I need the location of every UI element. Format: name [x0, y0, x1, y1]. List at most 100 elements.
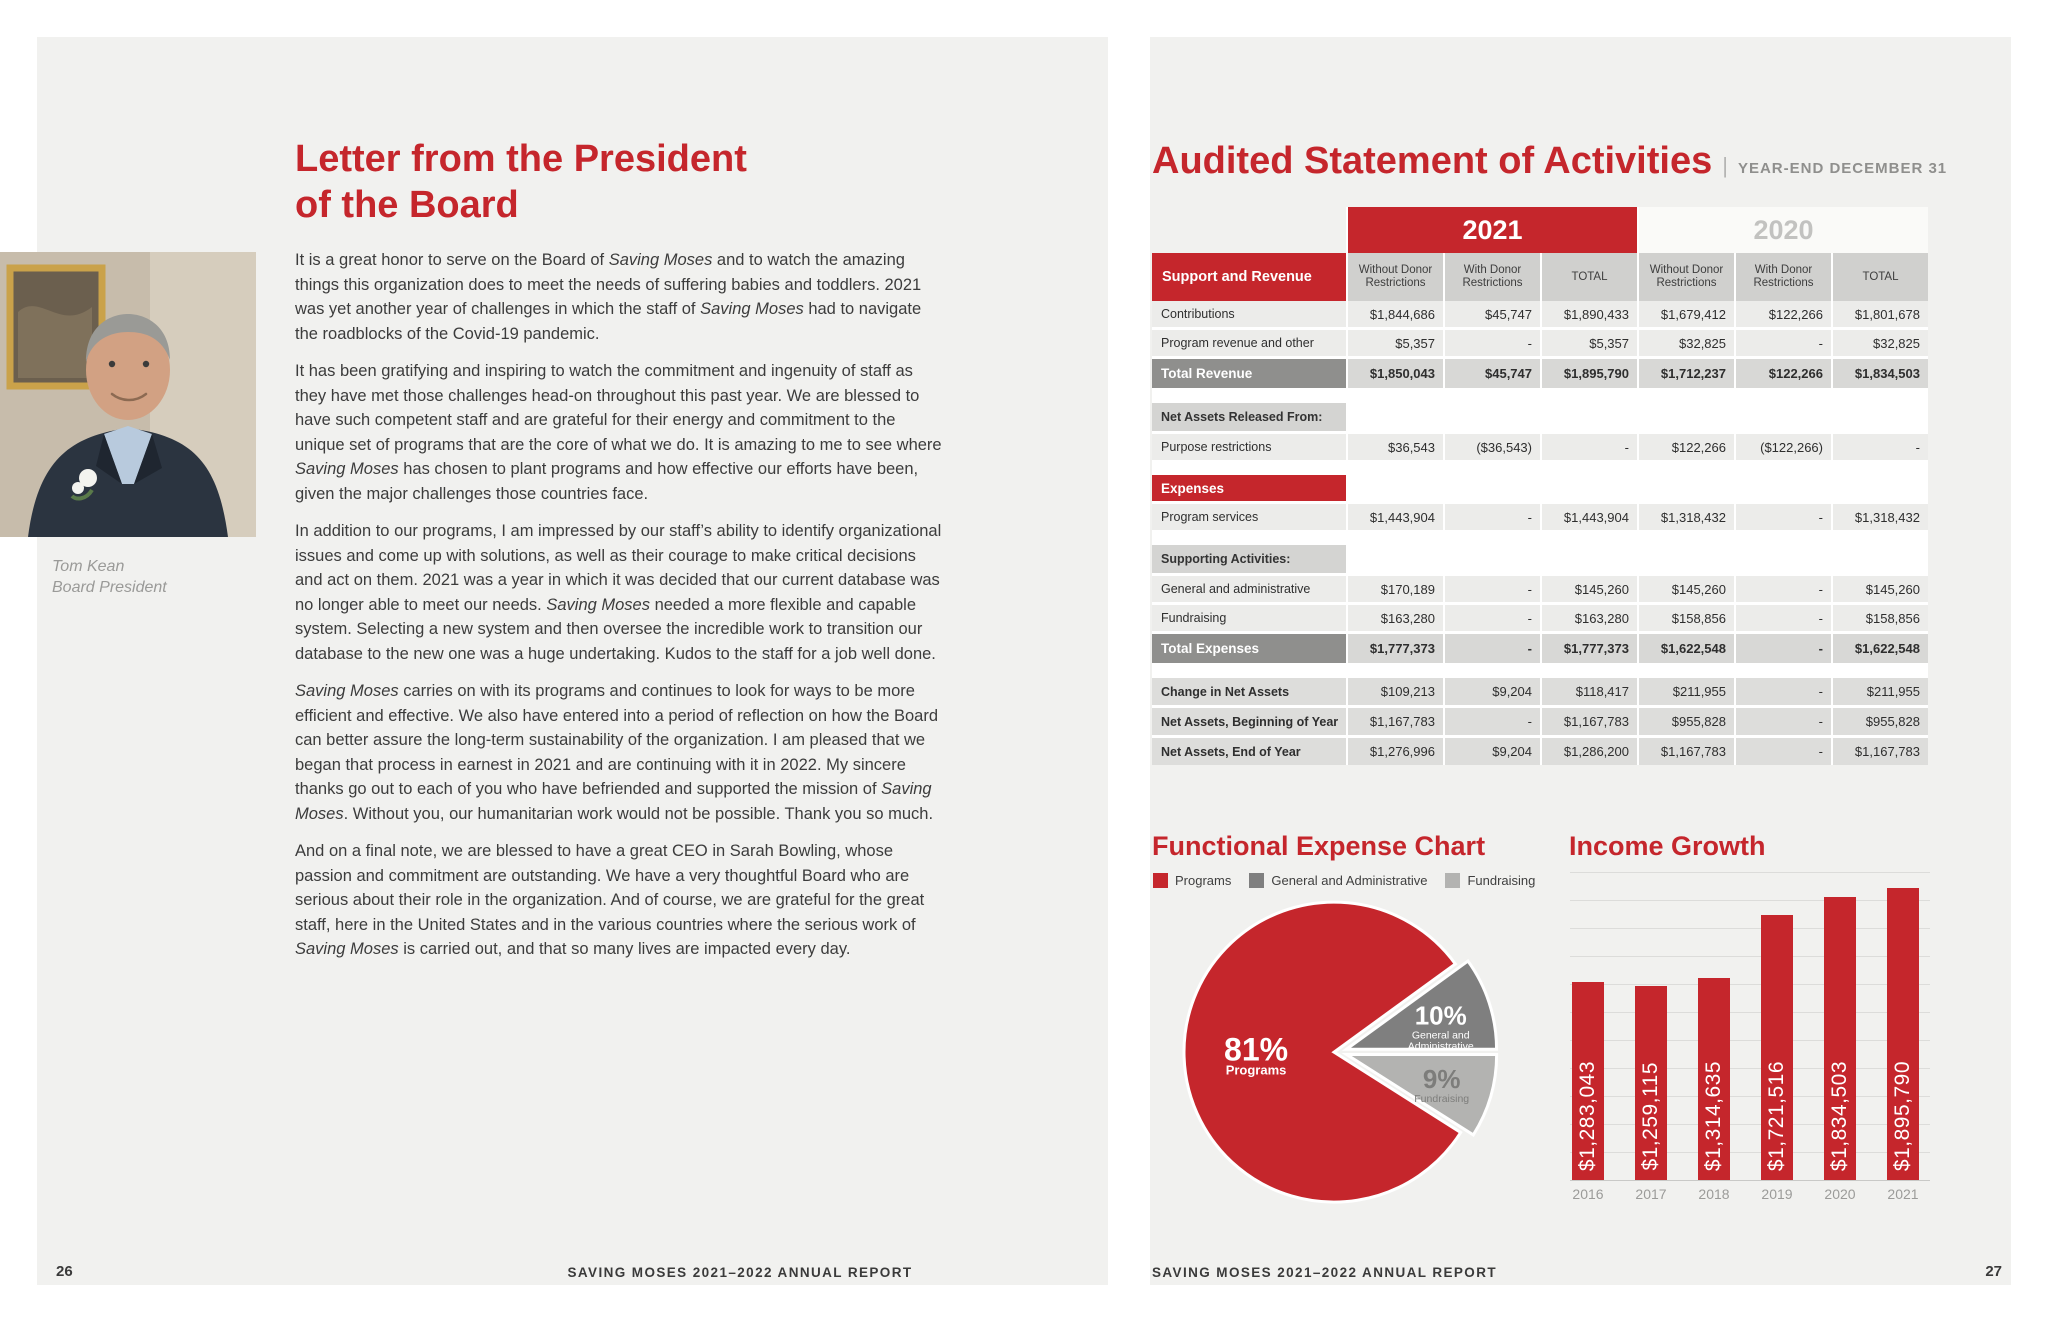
row-value: $145,260	[1540, 576, 1637, 602]
table-row: Supporting Activities:	[1152, 545, 1928, 573]
row-value: -	[1734, 634, 1831, 663]
title-divider: |	[1722, 153, 1728, 178]
gridline	[1570, 1012, 1930, 1013]
row-value: $32,825	[1637, 330, 1734, 356]
gridline	[1570, 1124, 1930, 1125]
row-value: $9,204	[1443, 678, 1540, 705]
gridline	[1570, 956, 1930, 957]
pie-slice-label: General and	[1412, 1030, 1470, 1042]
bar-value-label: $1,259,115	[1639, 1062, 1662, 1171]
row-value: $1,167,783	[1637, 738, 1734, 765]
row-label: Total Expenses	[1152, 634, 1346, 663]
legend-label: Programs	[1175, 873, 1232, 888]
header-spacer	[1152, 207, 1346, 253]
row-value: -	[1443, 605, 1540, 631]
row-value: -	[1734, 576, 1831, 602]
row-value: -	[1734, 738, 1831, 765]
row-value: ($36,543)	[1443, 434, 1540, 460]
row-value: $5,357	[1540, 330, 1637, 356]
row-value: $1,850,043	[1346, 359, 1443, 388]
footer-left: SAVING MOSES 2021–2022 ANNUAL REPORT	[567, 1265, 913, 1280]
row-value: -	[1443, 330, 1540, 356]
row-value: $163,280	[1540, 605, 1637, 631]
row-value: $1,443,904	[1346, 504, 1443, 530]
row-value: $109,213	[1346, 678, 1443, 705]
legend-label: Fundraising	[1467, 873, 1536, 888]
gridline	[1570, 984, 1930, 985]
x-axis-tick-label: 2019	[1761, 1186, 1793, 1202]
column-header: With Donor Restrictions	[1443, 253, 1540, 301]
row-value: -	[1734, 330, 1831, 356]
row-value: $1,167,783	[1540, 708, 1637, 735]
column-header: Without Donor Restrictions	[1346, 253, 1443, 301]
legend-label: General and Administrative	[1271, 873, 1428, 888]
bar-2021: $1,895,790	[1887, 888, 1919, 1180]
column-header: With Donor Restrictions	[1734, 253, 1831, 301]
gridline	[1570, 1096, 1930, 1097]
row-value: $158,856	[1831, 605, 1928, 631]
footer-right: SAVING MOSES 2021–2022 ANNUAL REPORT	[1152, 1265, 1497, 1280]
row-value: $1,167,783	[1831, 738, 1928, 765]
pie-slice-fundraising	[1341, 1053, 1499, 1137]
pie-slice-label: Fundraising	[1414, 1093, 1469, 1105]
row-value: $145,260	[1637, 576, 1734, 602]
table-row: Total Expenses $1,777,373- $1,777,373 $1,62…	[1152, 634, 1928, 663]
bar-chart-title: Income Growth	[1569, 831, 1766, 861]
table-row: Expenses	[1152, 475, 1928, 501]
row-label: Net Assets, Beginning of Year	[1152, 708, 1346, 735]
row-value: -	[1734, 708, 1831, 735]
x-axis-line	[1570, 1180, 1930, 1181]
row-label: Change in Net Assets	[1152, 678, 1346, 705]
x-axis-tick-label: 2017	[1635, 1186, 1667, 1202]
row-empty	[1346, 545, 1928, 573]
row-label: Program services	[1152, 504, 1346, 530]
letter-paragraph: It has been gratifying and inspiring to …	[295, 362, 942, 503]
pie-slice-label: Administrative	[1408, 1041, 1474, 1053]
bar-2017: $1,259,115	[1635, 986, 1667, 1180]
row-value: $9,204	[1443, 738, 1540, 765]
caption-role: Board President	[52, 579, 167, 596]
row-value: $1,844,686	[1346, 301, 1443, 327]
row-value: $1,895,790	[1540, 359, 1637, 388]
table-section-gap	[1152, 666, 1928, 678]
x-axis-tick-label: 2021	[1887, 1186, 1919, 1202]
row-value: $1,318,432	[1831, 504, 1928, 530]
row-value: $122,266	[1734, 301, 1831, 327]
row-value: -	[1734, 504, 1831, 530]
row-value: $118,417	[1540, 678, 1637, 705]
photo-caption: Tom Kean Board President	[52, 556, 167, 598]
legend-item: Programs	[1153, 873, 1231, 888]
letter-title: Letter from the President of the Board	[295, 138, 747, 226]
row-label: Purpose restrictions	[1152, 434, 1346, 460]
row-value: $145,260	[1831, 576, 1928, 602]
gridline	[1570, 1152, 1930, 1153]
caption-name: Tom Kean	[52, 558, 125, 575]
letter-paragraph: In addition to our programs, I am impres…	[295, 522, 942, 663]
row-label: Net Assets Released From:	[1152, 403, 1346, 431]
row-label: Contributions	[1152, 301, 1346, 327]
bar-value-label: $1,834,503	[1828, 1060, 1851, 1171]
row-value: $45,747	[1443, 359, 1540, 388]
row-value: -	[1734, 678, 1831, 705]
table-section-gap	[1152, 533, 1928, 545]
row-value: $1,286,200	[1540, 738, 1637, 765]
column-header: Without Donor Restrictions	[1637, 253, 1734, 301]
x-axis-tick-label: 2018	[1698, 1186, 1730, 1202]
legend-swatch-icon	[1249, 873, 1265, 888]
row-value: -	[1443, 634, 1540, 663]
row-value: $1,834,503	[1831, 359, 1928, 388]
row-value: $211,955	[1831, 678, 1928, 705]
statement-title: Audited Statement of Activities | YEAR-E…	[1152, 140, 1947, 183]
table-row: Change in Net Assets $109,213 $9,204 $118,4…	[1152, 678, 1928, 705]
statement-title-suffix: YEAR-END DECEMBER 31	[1737, 160, 1948, 177]
column-header-label: Support and Revenue	[1152, 253, 1346, 301]
pie-chart-legend: Programs General and Administrative Fundra…	[1153, 873, 1535, 888]
pie-slice-programs	[1182, 900, 1463, 1204]
row-value: -	[1443, 708, 1540, 735]
row-value: $122,266	[1637, 434, 1734, 460]
table-section-gap	[1152, 463, 1928, 475]
pie-slice-pct: 81%	[1224, 1032, 1288, 1068]
legend-swatch-icon	[1445, 873, 1461, 888]
legend-item: General and Administrative	[1249, 873, 1427, 888]
row-value: $32,825	[1831, 330, 1928, 356]
